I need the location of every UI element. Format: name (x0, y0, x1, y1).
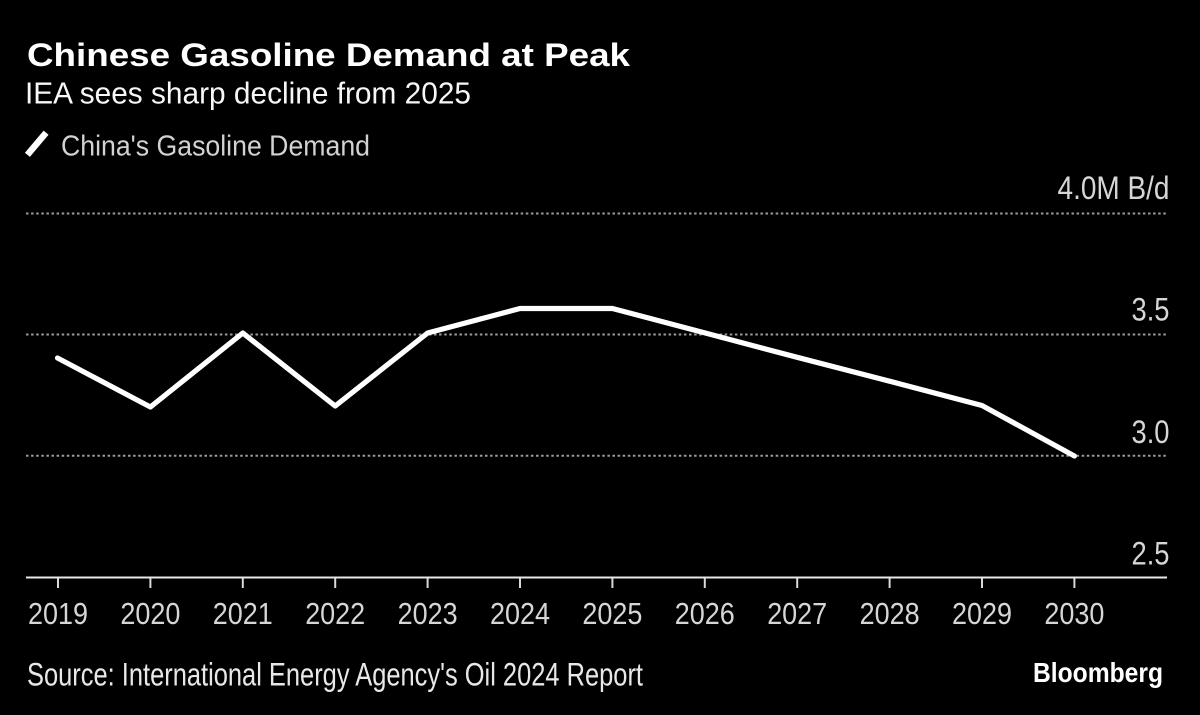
svg-text:2.5: 2.5 (1132, 536, 1170, 572)
svg-text:3.0: 3.0 (1132, 414, 1170, 450)
svg-text:2020: 2020 (120, 597, 180, 631)
svg-text:2027: 2027 (767, 597, 827, 631)
svg-text:3.5: 3.5 (1132, 292, 1170, 328)
svg-text:China's Gasoline Demand: China's Gasoline Demand (61, 131, 370, 163)
svg-text:2019: 2019 (28, 597, 88, 631)
svg-text:2029: 2029 (952, 597, 1012, 631)
svg-text:IEA sees sharp decline from 20: IEA sees sharp decline from 2025 (25, 77, 471, 111)
svg-text:Chinese Gasoline Demand at Pea: Chinese Gasoline Demand at Peak (27, 37, 630, 73)
svg-text:2024: 2024 (490, 597, 550, 631)
svg-text:2022: 2022 (305, 597, 365, 631)
svg-text:2028: 2028 (860, 597, 920, 631)
svg-text:2021: 2021 (213, 597, 273, 631)
svg-text:4.0M B/d: 4.0M B/d (1058, 170, 1170, 206)
svg-text:2025: 2025 (582, 597, 642, 631)
svg-text:Source: International Energy A: Source: International Energy Agency's Oi… (27, 657, 643, 693)
svg-text:2023: 2023 (398, 597, 458, 631)
svg-text:2026: 2026 (675, 597, 735, 631)
svg-text:2030: 2030 (1044, 597, 1104, 631)
svg-text:Bloomberg: Bloomberg (1033, 657, 1163, 688)
